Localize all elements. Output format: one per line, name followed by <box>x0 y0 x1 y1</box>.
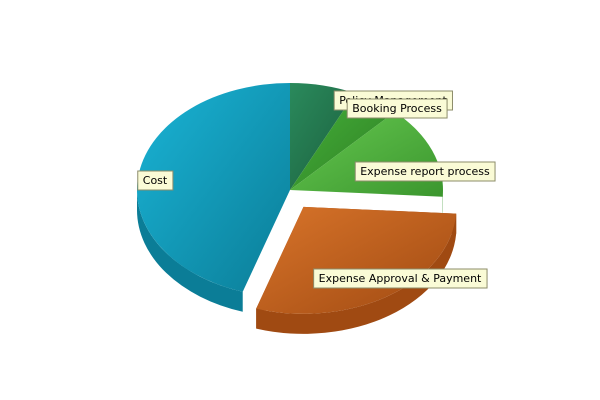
slice-side-cost <box>137 190 243 312</box>
label-box <box>346 98 448 119</box>
label-booking-process: Booking Process <box>346 98 448 119</box>
label-expense-approval-and-payment: Expense Approval & Payment <box>313 268 488 289</box>
slice-label-text: Cost <box>143 174 168 187</box>
label-cost: Cost <box>137 170 174 191</box>
label-expense-report-process: Expense report process <box>354 161 496 182</box>
label-box <box>137 170 174 191</box>
label-box <box>313 268 488 289</box>
slice-label-text: Booking Process <box>352 102 442 115</box>
slice-label-text: Expense Approval & Payment <box>319 272 482 285</box>
label-box <box>354 161 496 182</box>
pie-tops <box>137 83 457 314</box>
pie-labels: Policy ManagementBooking ProcessExpense … <box>137 90 496 289</box>
slice-side-expense-approval-and-payment <box>256 213 457 334</box>
slice-cost[interactable] <box>137 83 290 292</box>
slice-label-text: Expense report process <box>360 165 490 178</box>
slice-expense-approval-and-payment[interactable] <box>256 206 457 314</box>
